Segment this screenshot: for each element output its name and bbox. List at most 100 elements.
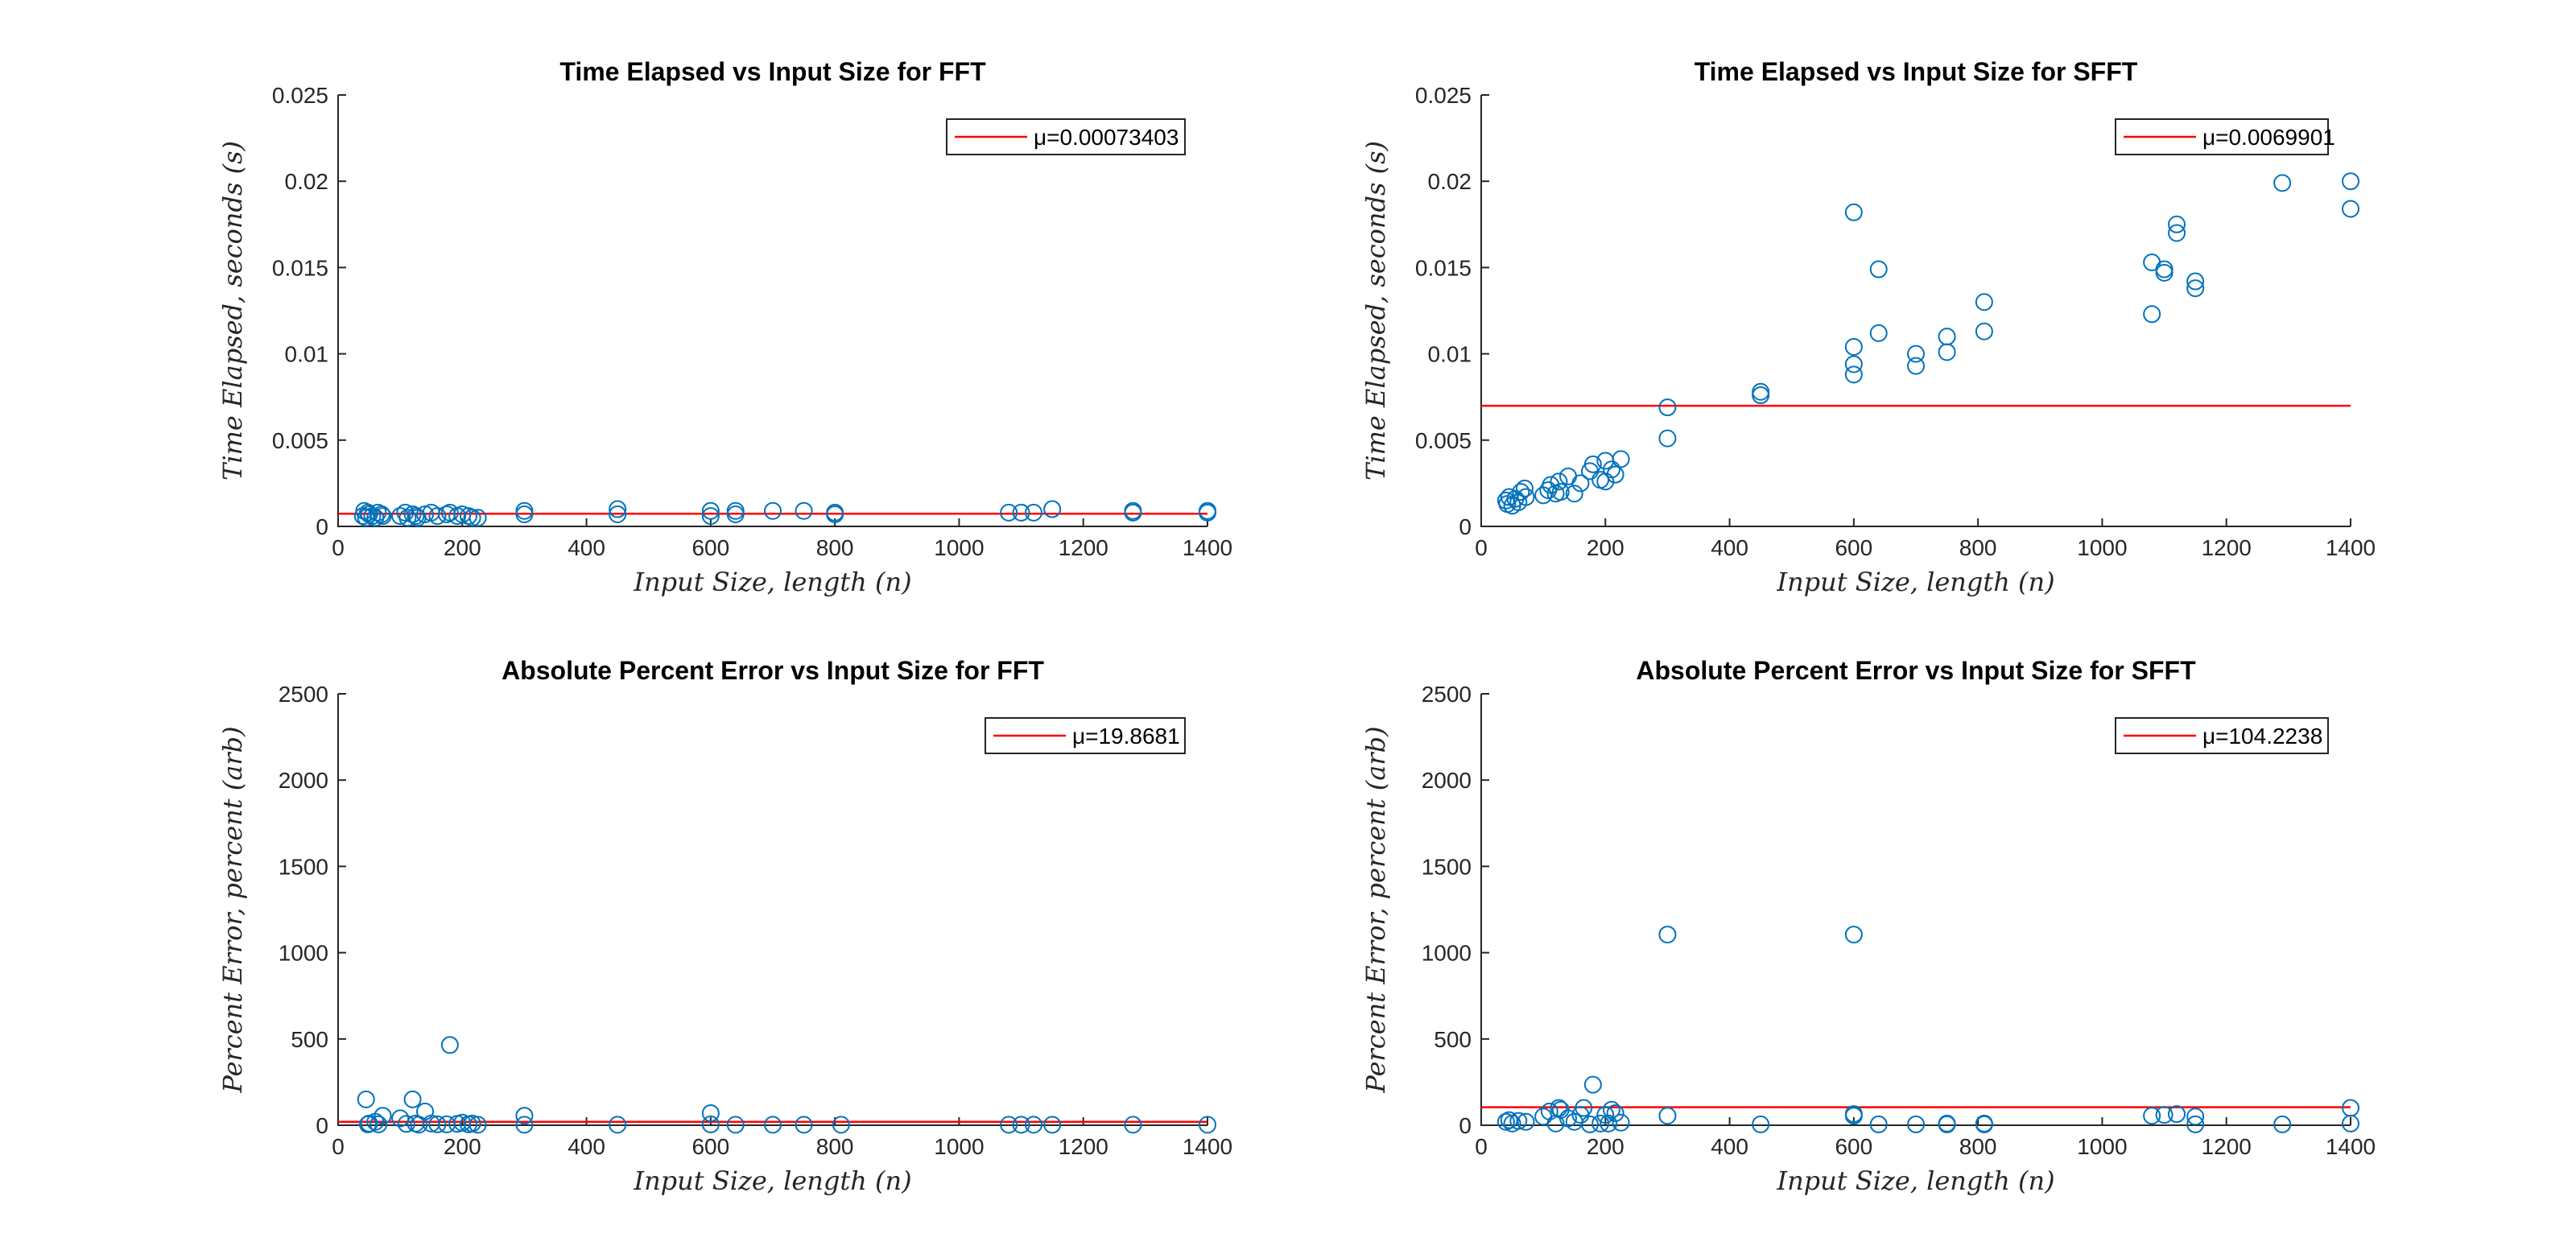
x-axis-label: Input Size, length (n) — [633, 1165, 911, 1196]
data-point — [1603, 1100, 1620, 1119]
data-point — [1559, 467, 1577, 485]
data-point — [1565, 485, 1583, 503]
x-tick-label: 1000 — [934, 1134, 984, 1159]
data-point — [2168, 215, 2186, 233]
data-point — [416, 505, 434, 523]
data-point — [1517, 488, 1535, 506]
y-tick-label: 0.005 — [272, 428, 328, 453]
data-point — [701, 1104, 720, 1122]
data-point — [373, 505, 390, 523]
legend: μ=0.00073403 — [946, 118, 1186, 155]
x-tick-label: 200 — [1587, 535, 1624, 560]
data-point — [1551, 483, 1570, 501]
data-point — [2186, 272, 2205, 291]
data-point — [1199, 1116, 1216, 1134]
x-tick-label: 1200 — [2202, 1134, 2252, 1159]
x-tick-label: 1000 — [934, 535, 984, 560]
y-tick-label: 1500 — [1422, 854, 1472, 879]
x-tick-label: 600 — [1835, 1134, 1872, 1159]
x-tick-label: 1200 — [1059, 1134, 1108, 1159]
x-tick-label: 1400 — [2326, 1134, 2376, 1159]
data-point — [1517, 1112, 1535, 1131]
y-tick-label: 0.015 — [272, 255, 328, 280]
x-tick-label: 1400 — [1183, 1134, 1232, 1159]
data-point — [1907, 344, 1925, 363]
y-tick-label: 1500 — [279, 854, 328, 879]
data-point — [1612, 1113, 1630, 1132]
data-point — [1938, 343, 1956, 361]
y-tick-label: 0.02 — [1428, 169, 1472, 194]
data-point — [1869, 324, 1888, 342]
legend: μ=104.2238 — [2115, 717, 2329, 754]
data-point — [609, 505, 627, 523]
x-tick-label: 0 — [332, 1134, 345, 1159]
y-tick-label: 0 — [316, 1113, 328, 1138]
data-point — [2273, 1115, 2292, 1133]
data-point — [701, 1115, 720, 1133]
data-point — [1938, 1114, 1956, 1132]
data-point — [1199, 501, 1216, 520]
data-point — [1844, 1107, 1863, 1125]
x-tick-label: 1400 — [2326, 535, 2376, 560]
data-point — [795, 501, 813, 520]
data-point — [374, 1107, 392, 1125]
data-point — [1907, 357, 1925, 375]
axis-lines — [337, 694, 1208, 1126]
y-tick-label: 0.02 — [285, 169, 329, 194]
data-point — [1975, 293, 1993, 311]
data-point — [726, 501, 745, 520]
data-point — [1844, 365, 1863, 384]
data-point — [2155, 1106, 2174, 1124]
data-point — [2168, 1105, 2186, 1124]
data-point — [1844, 926, 1863, 944]
data-point — [1043, 500, 1062, 518]
y-tick-label: 0 — [316, 514, 328, 539]
y-tick-label: 500 — [1434, 1027, 1472, 1052]
data-point — [428, 507, 447, 526]
x-tick-label: 0 — [1475, 1134, 1488, 1159]
y-tick-label: 0.01 — [1428, 342, 1472, 367]
data-point — [1575, 1099, 1593, 1117]
data-point — [1025, 503, 1042, 522]
data-point — [826, 503, 844, 522]
axis-lines — [337, 95, 1208, 527]
data-point — [1124, 501, 1142, 520]
data-point — [2143, 1107, 2161, 1125]
legend: μ=0.0069901 — [2115, 118, 2335, 155]
data-point — [2186, 279, 2205, 298]
x-tick-label: 400 — [1711, 1134, 1748, 1159]
data-point — [701, 507, 720, 526]
data-point — [1512, 483, 1530, 501]
data-point — [1603, 460, 1620, 479]
data-point — [1596, 1106, 1615, 1124]
y-tick-label: 0.005 — [1415, 428, 1472, 453]
data-point — [764, 501, 782, 520]
y-tick-label: 2000 — [1422, 768, 1472, 793]
data-point — [374, 507, 392, 526]
data-point — [1496, 1112, 1515, 1131]
data-point — [1752, 1115, 1770, 1133]
legend-label: μ=104.2238 — [2202, 724, 2322, 749]
data-point — [1658, 926, 1677, 944]
y-tick-label: 2500 — [279, 682, 328, 707]
data-point — [701, 501, 720, 520]
data-point — [2273, 174, 2292, 192]
data-point — [403, 1090, 422, 1108]
data-point — [1869, 260, 1888, 278]
data-point — [1509, 1112, 1528, 1130]
data-point — [1571, 474, 1590, 493]
x-tick-label: 200 — [444, 1134, 481, 1159]
data-point — [2155, 263, 2174, 282]
data-point — [1000, 1116, 1018, 1134]
data-point — [2168, 224, 2186, 242]
y-tick-label: 0.015 — [1415, 255, 1472, 280]
data-point — [1844, 338, 1863, 357]
data-point — [1658, 1107, 1677, 1125]
y-tick-label: 2500 — [1422, 682, 1472, 707]
data-point — [1600, 1114, 1618, 1132]
chart-4: Absolute Percent Error vs Input Size for… — [1360, 656, 2376, 1196]
y-tick-label: 500 — [291, 1027, 328, 1052]
data-point — [369, 1115, 388, 1133]
data-point — [1500, 1111, 1518, 1129]
data-point — [832, 1116, 850, 1134]
